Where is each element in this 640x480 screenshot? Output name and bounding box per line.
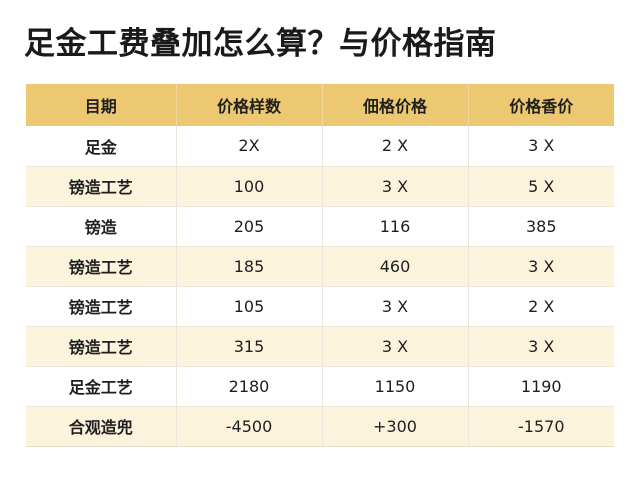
table-cell: 3 X [322, 166, 469, 207]
row-label: 镑造 [26, 206, 177, 247]
header-cell-3: 佃格价格 [322, 84, 469, 126]
table-cell: -1570 [468, 406, 614, 447]
table-row: 合观造兜 -4500 +300 -1570 [26, 406, 614, 447]
row-label: 足金工艺 [26, 366, 177, 407]
table-row: 镑造工艺 315 3 X 3 X [26, 326, 614, 367]
table-cell: 1150 [322, 366, 469, 407]
table-row: 足金 2X 2 X 3 X [26, 126, 614, 167]
table-row: 足金工艺 2180 1150 1190 [26, 366, 614, 407]
table-row: 镑造工艺 185 460 3 X [26, 246, 614, 287]
table-cell: 3 X [468, 326, 614, 367]
table-cell: 100 [176, 166, 323, 207]
table-cell: 2 X [468, 286, 614, 327]
table-row: 镑造 205 116 385 [26, 206, 614, 247]
table-cell: 460 [322, 246, 469, 287]
table-header: 目期 价格样数 佃格价格 价格香价 [26, 84, 614, 126]
row-label: 合观造兜 [26, 406, 177, 447]
header-cell-1: 目期 [26, 84, 177, 126]
table-body: 足金 2X 2 X 3 X 镑造工艺 100 3 X 5 X 镑造 205 11… [26, 126, 614, 447]
table-cell: 3 X [468, 246, 614, 287]
row-label: 镑造工艺 [26, 166, 177, 207]
table-cell: 2180 [176, 366, 323, 407]
table-cell: 315 [176, 326, 323, 367]
table-cell: 3 X [322, 286, 469, 327]
row-label: 镑造工艺 [26, 286, 177, 327]
table-cell: 205 [176, 206, 323, 247]
table-cell: 1190 [468, 366, 614, 407]
table-cell: -4500 [176, 406, 323, 447]
table-cell: 3 X [468, 126, 614, 167]
table-cell: 2 X [322, 126, 469, 167]
price-table: 目期 价格样数 佃格价格 价格香价 足金 2X 2 X 3 X 镑造工艺 100… [26, 84, 614, 447]
row-label: 镑造工艺 [26, 326, 177, 367]
table-cell: 185 [176, 246, 323, 287]
table-cell: 5 X [468, 166, 614, 207]
header-cell-4: 价格香价 [468, 84, 614, 126]
row-label: 足金 [26, 126, 177, 167]
table-cell: 105 [176, 286, 323, 327]
table-cell: 3 X [322, 326, 469, 367]
row-label: 镑造工艺 [26, 246, 177, 287]
header-cell-2: 价格样数 [176, 84, 323, 126]
table-cell: 116 [322, 206, 469, 247]
table-cell: 385 [468, 206, 614, 247]
table-row: 镑造工艺 105 3 X 2 X [26, 286, 614, 327]
table-cell: +300 [322, 406, 469, 447]
page-title: 足金工费叠加怎么算？与价格指南 [24, 26, 497, 62]
header-row: 目期 价格样数 佃格价格 价格香价 [26, 84, 614, 126]
table-row: 镑造工艺 100 3 X 5 X [26, 166, 614, 207]
table-cell: 2X [176, 126, 323, 167]
